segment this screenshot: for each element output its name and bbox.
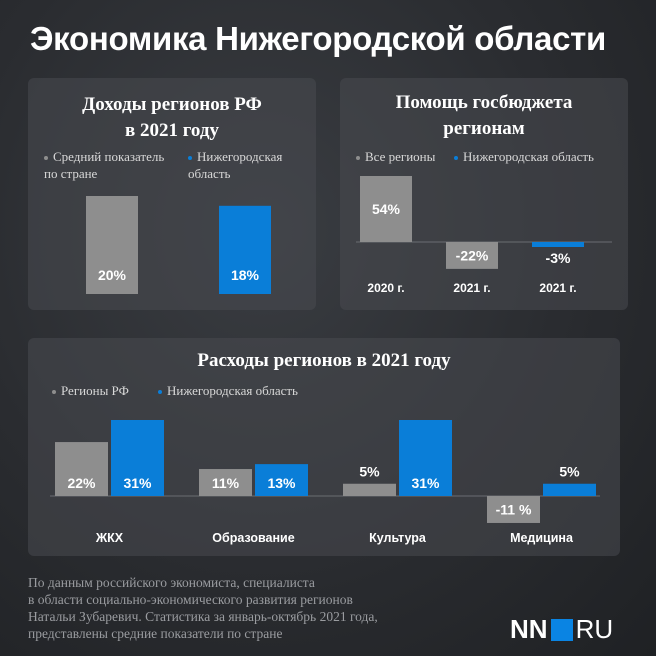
expenses-legend-rf-label: Регионы РФ [61, 383, 129, 398]
income-panel: Доходы регионов РФ в 2021 году Средний п… [28, 78, 316, 310]
budget-bar-2 [532, 242, 584, 247]
income-bar-label-1: 18% [231, 267, 260, 283]
budget-title-line-1: Помощь госбюджета [395, 92, 573, 113]
logo-right-text: RU [575, 613, 614, 644]
expenses-bar-3-1 [543, 483, 596, 496]
expenses-bar-2-1 [399, 420, 452, 496]
budget-legend-item-nn: Нижегородская область [454, 148, 594, 165]
income-legend-item-nn: Нижегородская область [188, 148, 282, 182]
budget-bar-label-2: -3% [546, 250, 571, 266]
budget-category-label-2: 2021 г. [539, 281, 576, 295]
budget-chart-title: Помощь госбюджета регионам [340, 90, 628, 142]
gray-dot-icon [52, 390, 56, 395]
logo-square-icon [550, 619, 573, 641]
blue-dot-icon [454, 156, 458, 161]
income-bar-label-0: 20% [98, 267, 127, 283]
expenses-bar-1-1 [255, 464, 308, 496]
expenses-bar-3-0 [487, 496, 540, 523]
income-title-line-2: в 2021 году [125, 120, 219, 141]
logo-left-text: NN [510, 613, 548, 644]
expenses-category-label-3: Медицина [510, 531, 574, 545]
expenses-bar-label-1-0: 11% [212, 475, 240, 491]
expenses-bar-0-0 [55, 442, 108, 496]
budget-bar-label-0: 54% [372, 201, 401, 217]
expenses-bar-label-3-1: 5% [559, 464, 580, 480]
expenses-bar-label-1-1: 13% [267, 475, 296, 491]
expenses-panel: Расходы регионов в 2021 году Регионы РФ … [28, 338, 620, 556]
income-bar-0 [86, 196, 138, 294]
income-legend-nn-line-2: область [188, 166, 231, 181]
budget-aid-panel: Помощь госбюджета регионам Все регионы Н… [340, 78, 628, 310]
source-footnote: По данным российского экономиста, специа… [28, 575, 378, 641]
page-title: Экономика Нижегородской области [30, 20, 606, 57]
income-bar-1 [219, 205, 271, 294]
budget-bar-label-1: -22% [456, 247, 489, 263]
income-legend-avg-line-1: Средний показатель [53, 149, 165, 164]
expenses-bar-label-2-1: 31% [411, 475, 440, 491]
expenses-category-label-1: Образование [212, 531, 294, 545]
expenses-bar-label-3-0: -11 % [496, 501, 532, 517]
income-chart-title: Доходы регионов РФ в 2021 году [28, 92, 316, 144]
budget-aid-chart: 54% 2020 г. -22% 2021 г. -3% 2021 г. [356, 176, 612, 295]
expenses-category-label-0: ЖКХ [95, 531, 124, 545]
income-title-line-1: Доходы регионов РФ [82, 94, 262, 115]
gray-dot-icon [356, 156, 360, 161]
expenses-category-label-2: Культура [369, 531, 427, 545]
budget-legend-item-all: Все регионы [356, 148, 435, 165]
expenses-bar-2-0 [343, 483, 396, 496]
blue-dot-icon [158, 390, 162, 395]
expenses-legend-item-rf: Регионы РФ [52, 382, 129, 399]
expenses-chart: 22% 31% ЖКХ 11% 13% Образование 5% 31% Культура -… [50, 420, 600, 545]
nn-ru-logo: NN RU [510, 614, 613, 644]
budget-category-label-0: 2020 г. [367, 281, 404, 295]
income-legend-avg-line-2: по стране [44, 166, 98, 181]
expenses-bar-0-1 [111, 420, 164, 496]
income-legend-nn-line-1: Нижегородская [197, 149, 283, 164]
expenses-legend-item-nn: Нижегородская область [158, 382, 298, 399]
income-chart: 20% 18% [86, 196, 271, 294]
expenses-chart-title: Расходы регионов в 2021 году [197, 350, 451, 371]
blue-dot-icon [188, 156, 192, 161]
expenses-bar-label-2-0: 5% [359, 464, 380, 480]
expenses-bar-1-0 [199, 469, 252, 496]
budget-legend-nn-label: Нижегородская область [463, 149, 594, 164]
income-legend-item-avg: Средний показатель по стране [44, 148, 164, 182]
budget-bar-0 [360, 176, 412, 242]
gray-dot-icon [44, 156, 48, 161]
expenses-legend-nn-label: Нижегородская область [167, 383, 298, 398]
expenses-bar-label-0-1: 31% [123, 475, 152, 491]
budget-legend-all-label: Все регионы [365, 149, 436, 164]
budget-category-label-1: 2021 г. [453, 281, 490, 295]
budget-title-line-2: регионам [443, 118, 525, 139]
budget-bar-1 [446, 242, 498, 269]
expenses-bar-label-0-0: 22% [67, 475, 96, 491]
